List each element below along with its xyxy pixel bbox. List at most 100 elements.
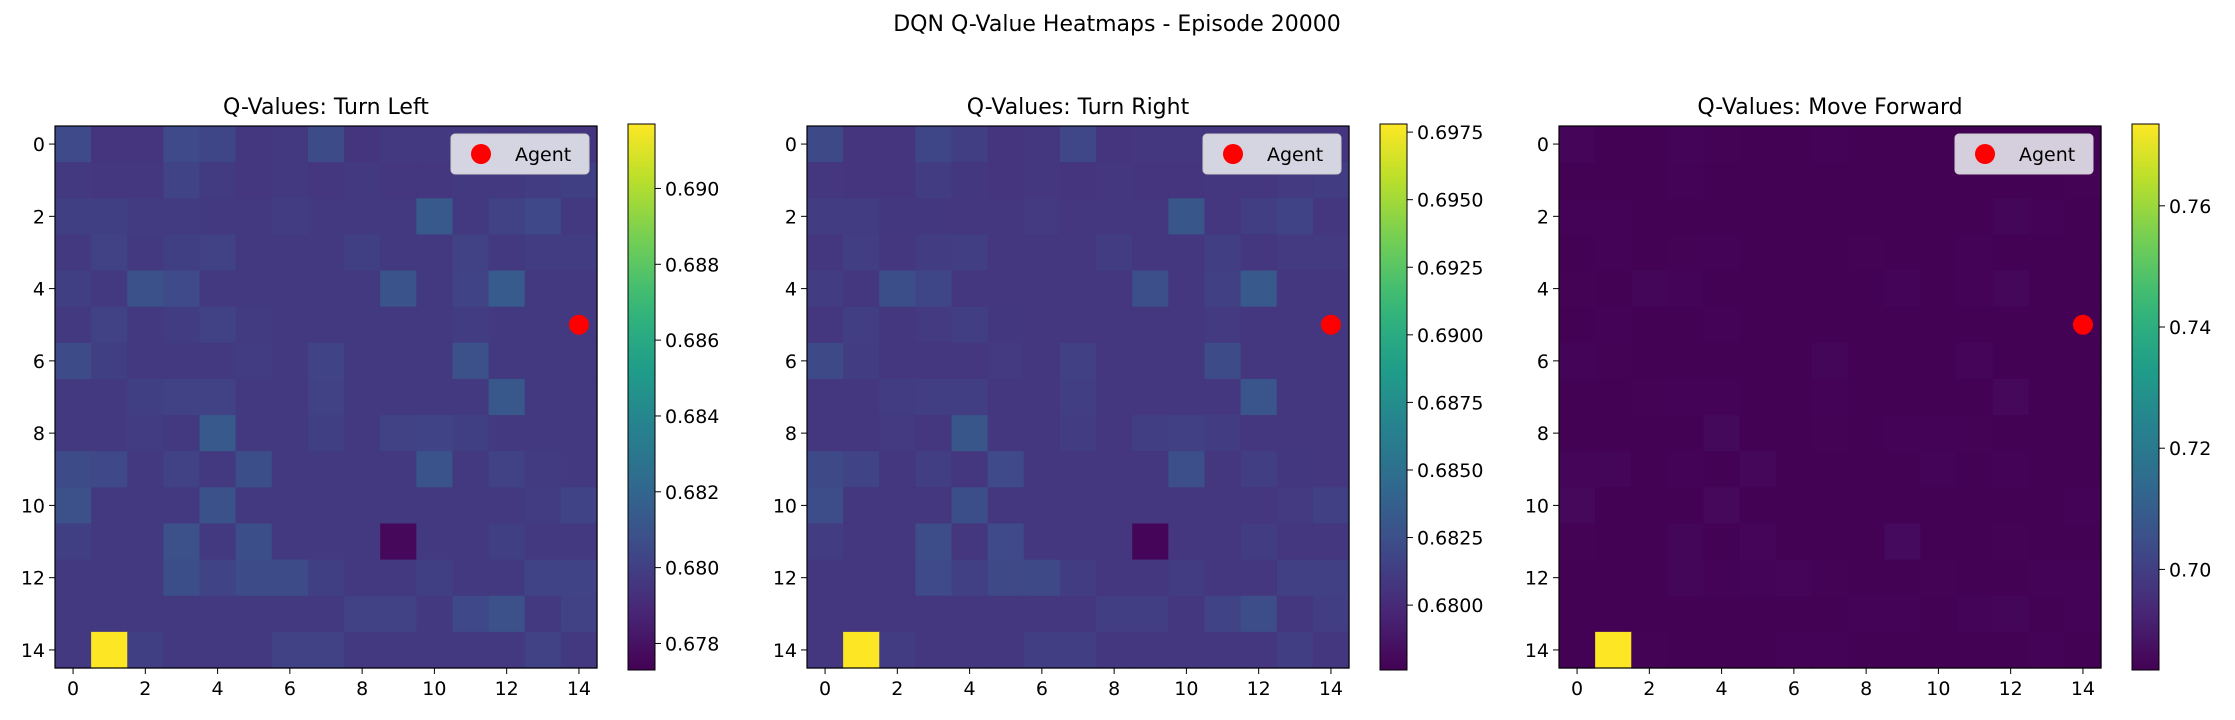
heatmap-cell (1204, 559, 1242, 597)
heatmap-cell (1059, 559, 1097, 597)
heatmap-cell (1956, 487, 1994, 525)
heatmap-cell (307, 559, 345, 597)
heatmap-cell (1775, 487, 1813, 525)
heatmap-cell (524, 342, 562, 380)
heatmap-cell (987, 126, 1025, 163)
heatmap-cell (1703, 487, 1741, 525)
heatmap-cell (1848, 270, 1885, 308)
heatmap-cell (55, 306, 92, 344)
heatmap-cell (1739, 378, 1777, 416)
heatmap-cell (235, 451, 273, 488)
heatmap-cell (235, 126, 273, 163)
heatmap-cell (416, 378, 454, 416)
heatmap-cell (1059, 198, 1097, 235)
y-tick-label: 0 (33, 134, 45, 156)
heatmap-cell (1059, 306, 1097, 344)
heatmap-cell (271, 631, 309, 669)
heatmap-cell (1240, 415, 1278, 452)
heatmap-cell (560, 595, 598, 633)
heatmap-cell (199, 378, 237, 416)
heatmap-cell (127, 342, 164, 380)
colorbar-gradient (2131, 123, 2160, 671)
heatmap-cell (1775, 631, 1813, 669)
heatmap-cell (307, 126, 345, 163)
heatmap-cell (344, 487, 381, 525)
heatmap-cell (380, 559, 417, 597)
y-tick-label: 10 (21, 495, 45, 517)
heatmap-cell (915, 378, 953, 416)
heatmap-cell (560, 415, 598, 452)
heatmap-cell (1168, 306, 1206, 344)
heatmap-cell (1992, 378, 2030, 416)
y-tick-label: 8 (33, 423, 45, 445)
heatmap-cell (163, 162, 201, 199)
heatmap-cell (915, 306, 953, 344)
heatmap-cell (1703, 451, 1741, 488)
x-tick-label: 10 (422, 678, 446, 700)
heatmap-cell (1739, 487, 1777, 525)
heatmap-cell (1667, 487, 1705, 525)
heatmap-cell (235, 306, 273, 344)
heatmap-cell (1168, 487, 1206, 525)
heatmap-cell (452, 342, 490, 380)
heatmap-cell (416, 126, 454, 163)
heatmap-cell (1848, 234, 1885, 272)
heatmap-cells (807, 126, 1350, 669)
y-tick-label: 14 (1525, 640, 1549, 662)
heatmap-cell (951, 234, 989, 272)
heatmap-cell (1595, 451, 1632, 488)
heatmap-cell (344, 270, 381, 308)
heatmap-cell (380, 198, 417, 235)
heatmap-cell (416, 198, 454, 235)
heatmap-cell (1848, 198, 1885, 235)
heatmap-cell (1992, 559, 2030, 597)
heatmap-cell (1739, 306, 1777, 344)
x-tick-label: 4 (964, 678, 976, 700)
heatmap-cell (987, 595, 1025, 633)
y-tick-label: 14 (773, 640, 797, 662)
heatmap-cell (1595, 270, 1632, 308)
heatmap-cell (307, 631, 345, 669)
heatmap-cell (560, 198, 598, 235)
heatmap-cell (1204, 270, 1242, 308)
heatmap-cell (1811, 487, 1849, 525)
heatmap-cell (843, 162, 880, 199)
heatmap-cell (1240, 342, 1278, 380)
heatmap-cell (843, 342, 880, 380)
heatmap-cell (879, 487, 916, 525)
heatmap-cell (524, 306, 562, 344)
y-tick-label: 10 (773, 495, 797, 517)
heatmap-cell (163, 306, 201, 344)
heatmap-cell (1023, 270, 1061, 308)
heatmap-cell (1276, 487, 1314, 525)
heatmap-cell (1168, 415, 1206, 452)
heatmap-cell (1667, 415, 1705, 452)
heatmap-cell (843, 631, 880, 669)
heatmap-cell (1276, 342, 1314, 380)
heatmap-cell (843, 306, 880, 344)
heatmap-cell (1667, 234, 1705, 272)
y-tick-label: 2 (33, 206, 45, 228)
heatmap-cell (1848, 559, 1885, 597)
heatmap-cell (344, 306, 381, 344)
heatmap-cell (2028, 415, 2066, 452)
heatmap-cell (1240, 559, 1278, 597)
heatmap-cell (271, 595, 309, 633)
heatmap-cell (1884, 270, 1921, 308)
y-tick-label: 8 (785, 423, 797, 445)
heatmap-cell (127, 198, 164, 235)
heatmap-cell (1848, 631, 1885, 669)
x-tick-label: 2 (891, 678, 903, 700)
heatmap-cell (127, 234, 164, 272)
heatmap-cell (1703, 415, 1741, 452)
heatmap-cell (807, 451, 844, 488)
heatmap-cell (1920, 523, 1958, 561)
heatmap-cell (1956, 270, 1994, 308)
heatmap-cell (1132, 415, 1169, 452)
heatmap-cell (344, 631, 381, 669)
heatmap-cell (2028, 523, 2066, 561)
heatmap-cell (1096, 451, 1133, 488)
heatmap-cell (1204, 415, 1242, 452)
colorbar-tick-label: 0.76 (2169, 196, 2211, 218)
